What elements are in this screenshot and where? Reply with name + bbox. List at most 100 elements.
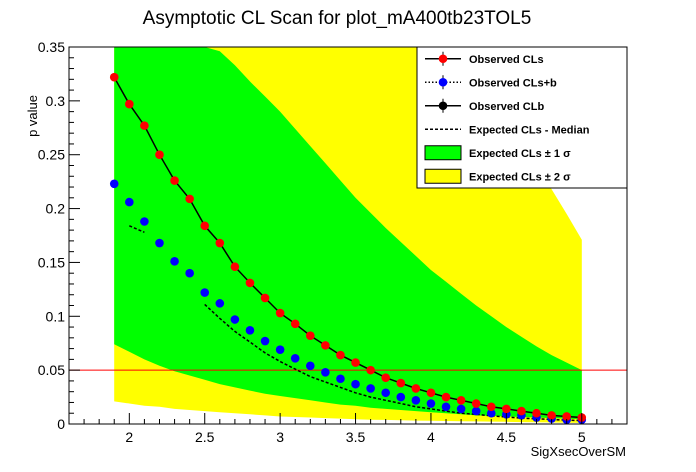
observed-cls-point: [215, 238, 225, 248]
observed-clsb-point: [155, 238, 164, 248]
x-axis-title: SigXsecOverSM: [531, 444, 626, 459]
x-tick-label: 2.5: [195, 429, 215, 445]
axes: 2 2.5 3 3.5 4 4.5 5 0 0.05 0.1 0.15 0.2 0.25 0.3 0.35: [38, 39, 613, 445]
y-tick-label: 0.3: [46, 93, 66, 109]
legend-swatch-marker: [438, 101, 448, 111]
observed-cls-point: [471, 399, 481, 408]
observed-clsb-point: [366, 384, 375, 393]
observed-cls-point: [185, 194, 194, 204]
legend-swatch: [424, 168, 462, 184]
x-tick-label: 2: [125, 429, 133, 445]
observed-clsb-point: [441, 402, 451, 412]
observed-clsb-point: [185, 268, 194, 278]
observed-cls-point: [260, 293, 270, 303]
observed-cls-point: [140, 121, 149, 130]
observed-cls-point: [456, 396, 466, 405]
observed-cls-point: [411, 384, 421, 393]
x-tick-label: 3.5: [346, 429, 366, 445]
y-tick-label: 0.2: [46, 201, 66, 217]
observed-clsb-point: [396, 392, 406, 402]
legend-label: Observed CLs+b: [469, 77, 557, 89]
legend-swatch: [424, 145, 462, 161]
y-tick-label: 0: [57, 416, 65, 432]
y-tick-label: 0.25: [38, 147, 65, 163]
expected-median-line-segment-0: [129, 225, 145, 233]
observed-cls-point: [336, 350, 345, 360]
legend-label: Expected CLs ± 2 σ: [469, 171, 571, 183]
observed-cls-point: [441, 392, 451, 402]
observed-cls-point: [486, 402, 496, 412]
observed-clsb-point: [140, 217, 149, 226]
observed-cls-point: [245, 278, 255, 288]
observed-clsb-point: [245, 325, 255, 335]
observed-cls-point: [562, 412, 571, 421]
y-tick-label: 0.35: [38, 39, 65, 55]
observed-clsb-point: [275, 345, 285, 354]
observed-cls-point: [230, 262, 240, 272]
legend-entry: Expected CLs ± 2 σ: [424, 168, 571, 184]
legend-swatch-marker: [438, 54, 448, 64]
x-tick-label: 4: [427, 429, 435, 445]
legend-entry: Observed CLb: [425, 98, 544, 113]
plot-frame: [68, 46, 628, 425]
observed-cls-point: [351, 358, 360, 367]
observed-cls-point: [305, 331, 315, 340]
legend-entry: Observed CLs: [425, 51, 544, 66]
observed-cls-point: [547, 411, 556, 420]
observed-cls-point: [170, 176, 179, 185]
legend-label: Expected CLs - Median: [469, 124, 590, 136]
observed-cls-point: [381, 373, 391, 382]
observed-cls-point: [155, 150, 164, 160]
observed-cls-point: [396, 378, 406, 388]
observed-clsb-point: [426, 399, 436, 408]
observed-clsb-point: [321, 367, 330, 377]
observed-cls-point: [125, 99, 134, 109]
legend-entry: Observed CLs+b: [425, 75, 557, 90]
observed-clsb-point: [381, 388, 391, 398]
observed-clsb-point: [411, 396, 421, 405]
legend-swatch-marker: [438, 77, 448, 87]
observed-cls-point: [502, 404, 511, 414]
observed-cls-point: [532, 408, 541, 418]
observed-clsb-point: [170, 257, 179, 266]
legend-entry: Expected CLs - Median: [425, 124, 590, 136]
observed-cls-point: [426, 388, 436, 398]
y-tick-label: 0.15: [38, 254, 65, 270]
observed-clsb-point: [215, 299, 225, 308]
x-tick-label: 5: [578, 429, 586, 445]
observed-clsb-point: [260, 336, 270, 346]
observed-clsb-point: [351, 379, 360, 389]
data-series: [109, 72, 587, 424]
observed-clsb-point: [456, 404, 466, 414]
legend-label: Expected CLs ± 1 σ: [469, 148, 571, 160]
legend-entry: Expected CLs ± 1 σ: [424, 145, 571, 161]
legend-label: Observed CLs: [469, 54, 544, 66]
plot-border: [68, 46, 628, 425]
observed-clsb-point: [290, 353, 300, 363]
chart-title: Asymptotic CL Scan for plot_mA400tb23TOL…: [143, 8, 532, 29]
observed-cls-point: [366, 365, 375, 375]
observed-cls-point: [321, 341, 330, 350]
legend-label: Observed CLb: [469, 101, 544, 113]
observed-cls-point: [109, 72, 119, 82]
observed-clsb-point: [125, 197, 134, 207]
x-tick-label: 3: [276, 429, 284, 445]
observed-cls-point: [517, 406, 526, 416]
one-sigma-band: [114, 47, 582, 420]
observed-clsb-point: [471, 406, 481, 416]
observed-clsb-point: [200, 288, 210, 297]
x-tick-label: 4.5: [497, 429, 517, 445]
legend-box: [416, 46, 628, 189]
observed-clsb-point: [109, 179, 119, 189]
y-tick-label: 0.1: [46, 308, 66, 324]
legend: Observed CLs Observed CLs+b Observed CLb Ex…: [416, 46, 628, 189]
y-axis-title: p value: [25, 95, 40, 137]
observed-clsb-point: [336, 374, 345, 384]
observed-cls-point: [275, 308, 285, 318]
y-tick-label: 0.05: [38, 362, 65, 378]
observed-cls-point: [200, 221, 210, 231]
observed-clsb-point: [486, 408, 496, 418]
observed-clsb-point: [230, 315, 240, 324]
observed-cls-point: [290, 319, 300, 329]
